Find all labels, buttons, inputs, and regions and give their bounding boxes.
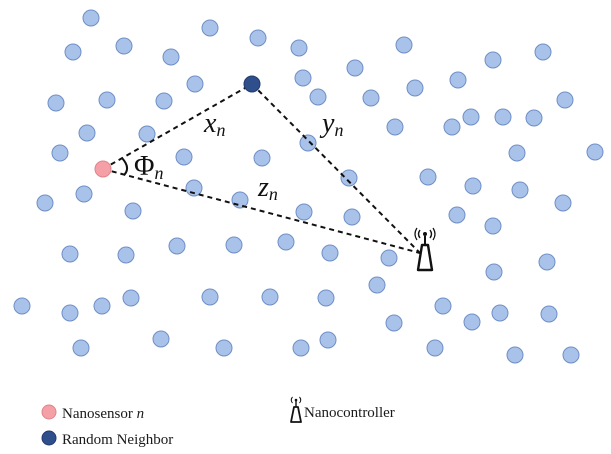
nanosensor-background-node [61, 245, 79, 263]
nanosensor-background-node [51, 144, 69, 162]
nanosensor-background-node [225, 236, 243, 254]
nanosensor-background-node [340, 169, 358, 187]
legend-neighbor-marker [41, 430, 57, 446]
nanosensor-background-node [36, 194, 54, 212]
nanosensor-background-node [386, 118, 404, 136]
nanosensor-background-node [168, 237, 186, 255]
nanosensor-background-node [463, 313, 481, 331]
nanosensor-background-node [115, 37, 133, 55]
legend: Nanosensor n Random Neighbor Nanocontrol… [41, 396, 395, 448]
nanocontroller-icon [414, 227, 436, 272]
nanosensor-background-node [295, 203, 313, 221]
nanosensor-node [94, 160, 112, 178]
nanosensor-background-node [292, 339, 310, 357]
nanosensor-background-node [484, 51, 502, 69]
nanosensor-background-node [261, 288, 279, 306]
nanosensor-background-node [152, 330, 170, 348]
nanosensor-background-node [117, 246, 135, 264]
nanosensor-background-node [249, 29, 267, 47]
nanosensor-background-node [93, 297, 111, 315]
nanosensor-background-node [231, 191, 249, 209]
nanosensor-background-node [277, 233, 295, 251]
nanosensor-background-node [321, 244, 339, 262]
nanosensor-background-node [562, 346, 580, 364]
nanosensor-background-node [215, 339, 233, 357]
nanosensor-background-node [525, 109, 543, 127]
nanosensor-background-node [449, 71, 467, 89]
nanosensor-background-node [464, 177, 482, 195]
nanosensor-background-node [124, 202, 142, 220]
edge-sensor-to-neighbor [102, 83, 253, 170]
nanosensor-background-node [201, 19, 219, 37]
nanosensor-background-node [299, 134, 317, 152]
nanosensor-background-node [75, 185, 93, 203]
label-y-n: yn [319, 108, 343, 140]
nanosensor-background-node [162, 48, 180, 66]
nanosensor-background-node [534, 43, 552, 61]
nanosensor-background-node [78, 124, 96, 142]
nanosensor-background-node [484, 217, 502, 235]
nanosensor-background-node [98, 91, 116, 109]
nanosensor-background-node [253, 149, 271, 167]
label-z-n: zn [257, 172, 278, 204]
random-neighbor-node [243, 75, 261, 93]
nanosensor-background-node [72, 339, 90, 357]
nanosensor-background-node [380, 249, 398, 267]
nanosensor-background-node [290, 39, 308, 57]
nanosensor-background-node [385, 314, 403, 332]
nanosensor-background-node [395, 36, 413, 54]
nanosensor-background-node [538, 253, 556, 271]
nanosensor-background-node [506, 346, 524, 364]
nanosensor-background-node [494, 108, 512, 126]
nanosensor-background-node [443, 118, 461, 136]
legend-nanosensor-label: Nanosensor n [62, 406, 144, 422]
nanosensor-background-node [419, 168, 437, 186]
nanosensor-background-node [426, 339, 444, 357]
edge-sensor-to-controller [102, 168, 421, 254]
nanosensor-background-node [485, 263, 503, 281]
nanosensor-background-node [462, 108, 480, 126]
nanosensor-background-node [362, 89, 380, 107]
nanosensor-background-node [309, 88, 327, 106]
nanosensor-background-node [319, 331, 337, 349]
nanosensor-background-node [64, 43, 82, 61]
nanosensor-background-node [434, 297, 452, 315]
nanosensor-background-node [155, 92, 173, 110]
nanosensor-background-node [508, 144, 526, 162]
nanosensor-background-node [138, 125, 156, 143]
nanosensor-background-node [201, 288, 219, 306]
background-nodes [13, 9, 604, 364]
nanosensor-background-node [491, 304, 509, 322]
nanosensor-background-node [554, 194, 572, 212]
angle-arc [121, 157, 128, 176]
nanosensor-background-node [47, 94, 65, 112]
nanosensor-background-node [82, 9, 100, 27]
legend-neighbor-label: Random Neighbor [62, 432, 173, 448]
nanosensor-background-node [406, 79, 424, 97]
nanosensor-background-node [511, 181, 529, 199]
label-x-n: xn [203, 108, 225, 140]
nanosensor-background-node [185, 179, 203, 197]
nanosensor-background-node [368, 276, 386, 294]
edge-neighbor-to-controller [251, 83, 421, 254]
nanosensor-background-node [186, 75, 204, 93]
nanosensor-background-node [175, 148, 193, 166]
nanosensor-background-node [556, 91, 574, 109]
label-phi-n: Φn [134, 151, 163, 183]
legend-controller-icon [290, 396, 302, 423]
connection-lines [102, 83, 421, 254]
nanosensor-background-node [540, 305, 558, 323]
legend-nanosensor-marker [41, 404, 57, 420]
nanosensor-background-node [343, 208, 361, 226]
nanosensor-background-node [317, 289, 335, 307]
nanosensor-background-node [346, 59, 364, 77]
nanosensor-background-node [448, 206, 466, 224]
nanosensor-background-node [122, 289, 140, 307]
legend-controller-label: Nanocontroller [304, 405, 395, 421]
nanosensor-background-node [61, 304, 79, 322]
nanosensor-background-node [586, 143, 604, 161]
nanosensor-background-node [13, 297, 31, 315]
nanosensor-background-node [294, 69, 312, 87]
